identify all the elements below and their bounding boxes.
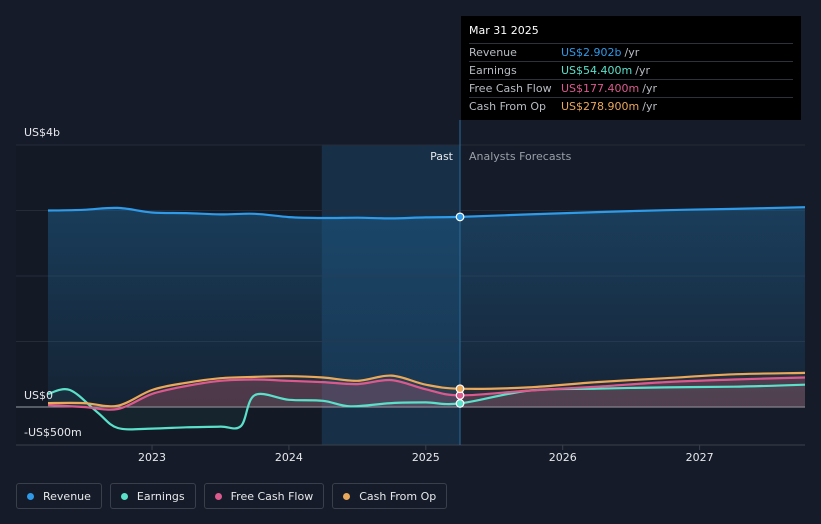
legend-label: Revenue <box>43 489 91 503</box>
tooltip-row-name: Revenue <box>469 46 517 59</box>
series-area-earnings <box>48 384 805 430</box>
series-area-revenue <box>48 207 805 407</box>
tooltip-row-name: Free Cash Flow <box>469 82 552 95</box>
series-line-revenue <box>47 206 806 220</box>
series-line-earnings <box>47 383 806 431</box>
series-line-free-cash-flow <box>47 376 806 411</box>
marker-cash-from-op <box>455 384 465 394</box>
series-line-cash-from-op <box>47 371 806 408</box>
tooltip-row-unit: /yr <box>642 100 657 113</box>
x-tick-label: 2025 <box>412 451 440 464</box>
tooltip-row-unit: /yr <box>635 64 650 77</box>
y-tick-label: -US$500m <box>24 426 82 439</box>
marker-revenue <box>455 212 465 222</box>
legend-item-revenue[interactable]: Revenue <box>16 483 102 509</box>
marker-earnings <box>455 399 465 408</box>
legend: Revenue Earnings Free Cash Flow Cash Fro… <box>16 483 448 509</box>
tooltip-row-revenue: Revenue US$2.902b /yr <box>469 43 793 61</box>
y-axis: US$4b US$0 -US$500m <box>24 126 82 439</box>
tooltip-row-value: US$278.900m <box>561 100 640 113</box>
tooltip-row-value: US$2.902b <box>561 46 622 59</box>
x-tick-label: 2027 <box>686 451 714 464</box>
series-lines <box>47 206 806 431</box>
legend-item-earnings[interactable]: Earnings <box>109 483 196 509</box>
legend-dot-icon <box>27 492 34 500</box>
tooltip-row-value: US$177.400m <box>561 82 640 95</box>
legend-label: Earnings <box>136 489 185 503</box>
tooltip-row-value: US$54.400m <box>561 64 633 77</box>
legend-item-cash-from-op[interactable]: Cash From Op <box>332 483 448 509</box>
y-tick-label: US$0 <box>24 389 53 402</box>
x-tick-label: 2023 <box>138 451 166 464</box>
legend-item-free-cash-flow[interactable]: Free Cash Flow <box>203 483 325 509</box>
tooltip-row-free-cash-flow: Free Cash Flow US$177.400m /yr <box>469 79 793 97</box>
past-label: Past <box>430 150 454 163</box>
series-areas <box>48 207 805 430</box>
x-tick-label: 2024 <box>275 451 303 464</box>
tooltip-row-unit: /yr <box>624 46 640 59</box>
x-axis: 2023 2024 2025 2026 2027 <box>138 445 714 464</box>
tooltip-row-cash-from-op: Cash From Op US$278.900m /yr <box>469 97 793 115</box>
legend-label: Cash From Op <box>359 489 437 503</box>
legend-dot-icon <box>120 492 128 500</box>
tooltip-row-name: Earnings <box>469 64 517 77</box>
tooltip-date: Mar 31 2025 <box>469 24 539 37</box>
legend-label: Free Cash Flow <box>230 489 314 503</box>
legend-dot-icon <box>343 492 351 500</box>
series-markers <box>455 212 465 408</box>
tooltip-row-name: Cash From Op <box>469 100 547 113</box>
tooltip-panel: Mar 31 2025 Revenue US$2.902b /yr Earnin… <box>461 16 801 120</box>
tooltip-row-earnings: Earnings US$54.400m /yr <box>469 61 793 79</box>
legend-dot-icon <box>214 492 222 500</box>
y-tick-label: US$4b <box>24 126 60 139</box>
forecast-label: Analysts Forecasts <box>469 150 572 163</box>
tooltip-row-unit: /yr <box>642 82 657 95</box>
x-tick-label: 2026 <box>549 451 577 464</box>
